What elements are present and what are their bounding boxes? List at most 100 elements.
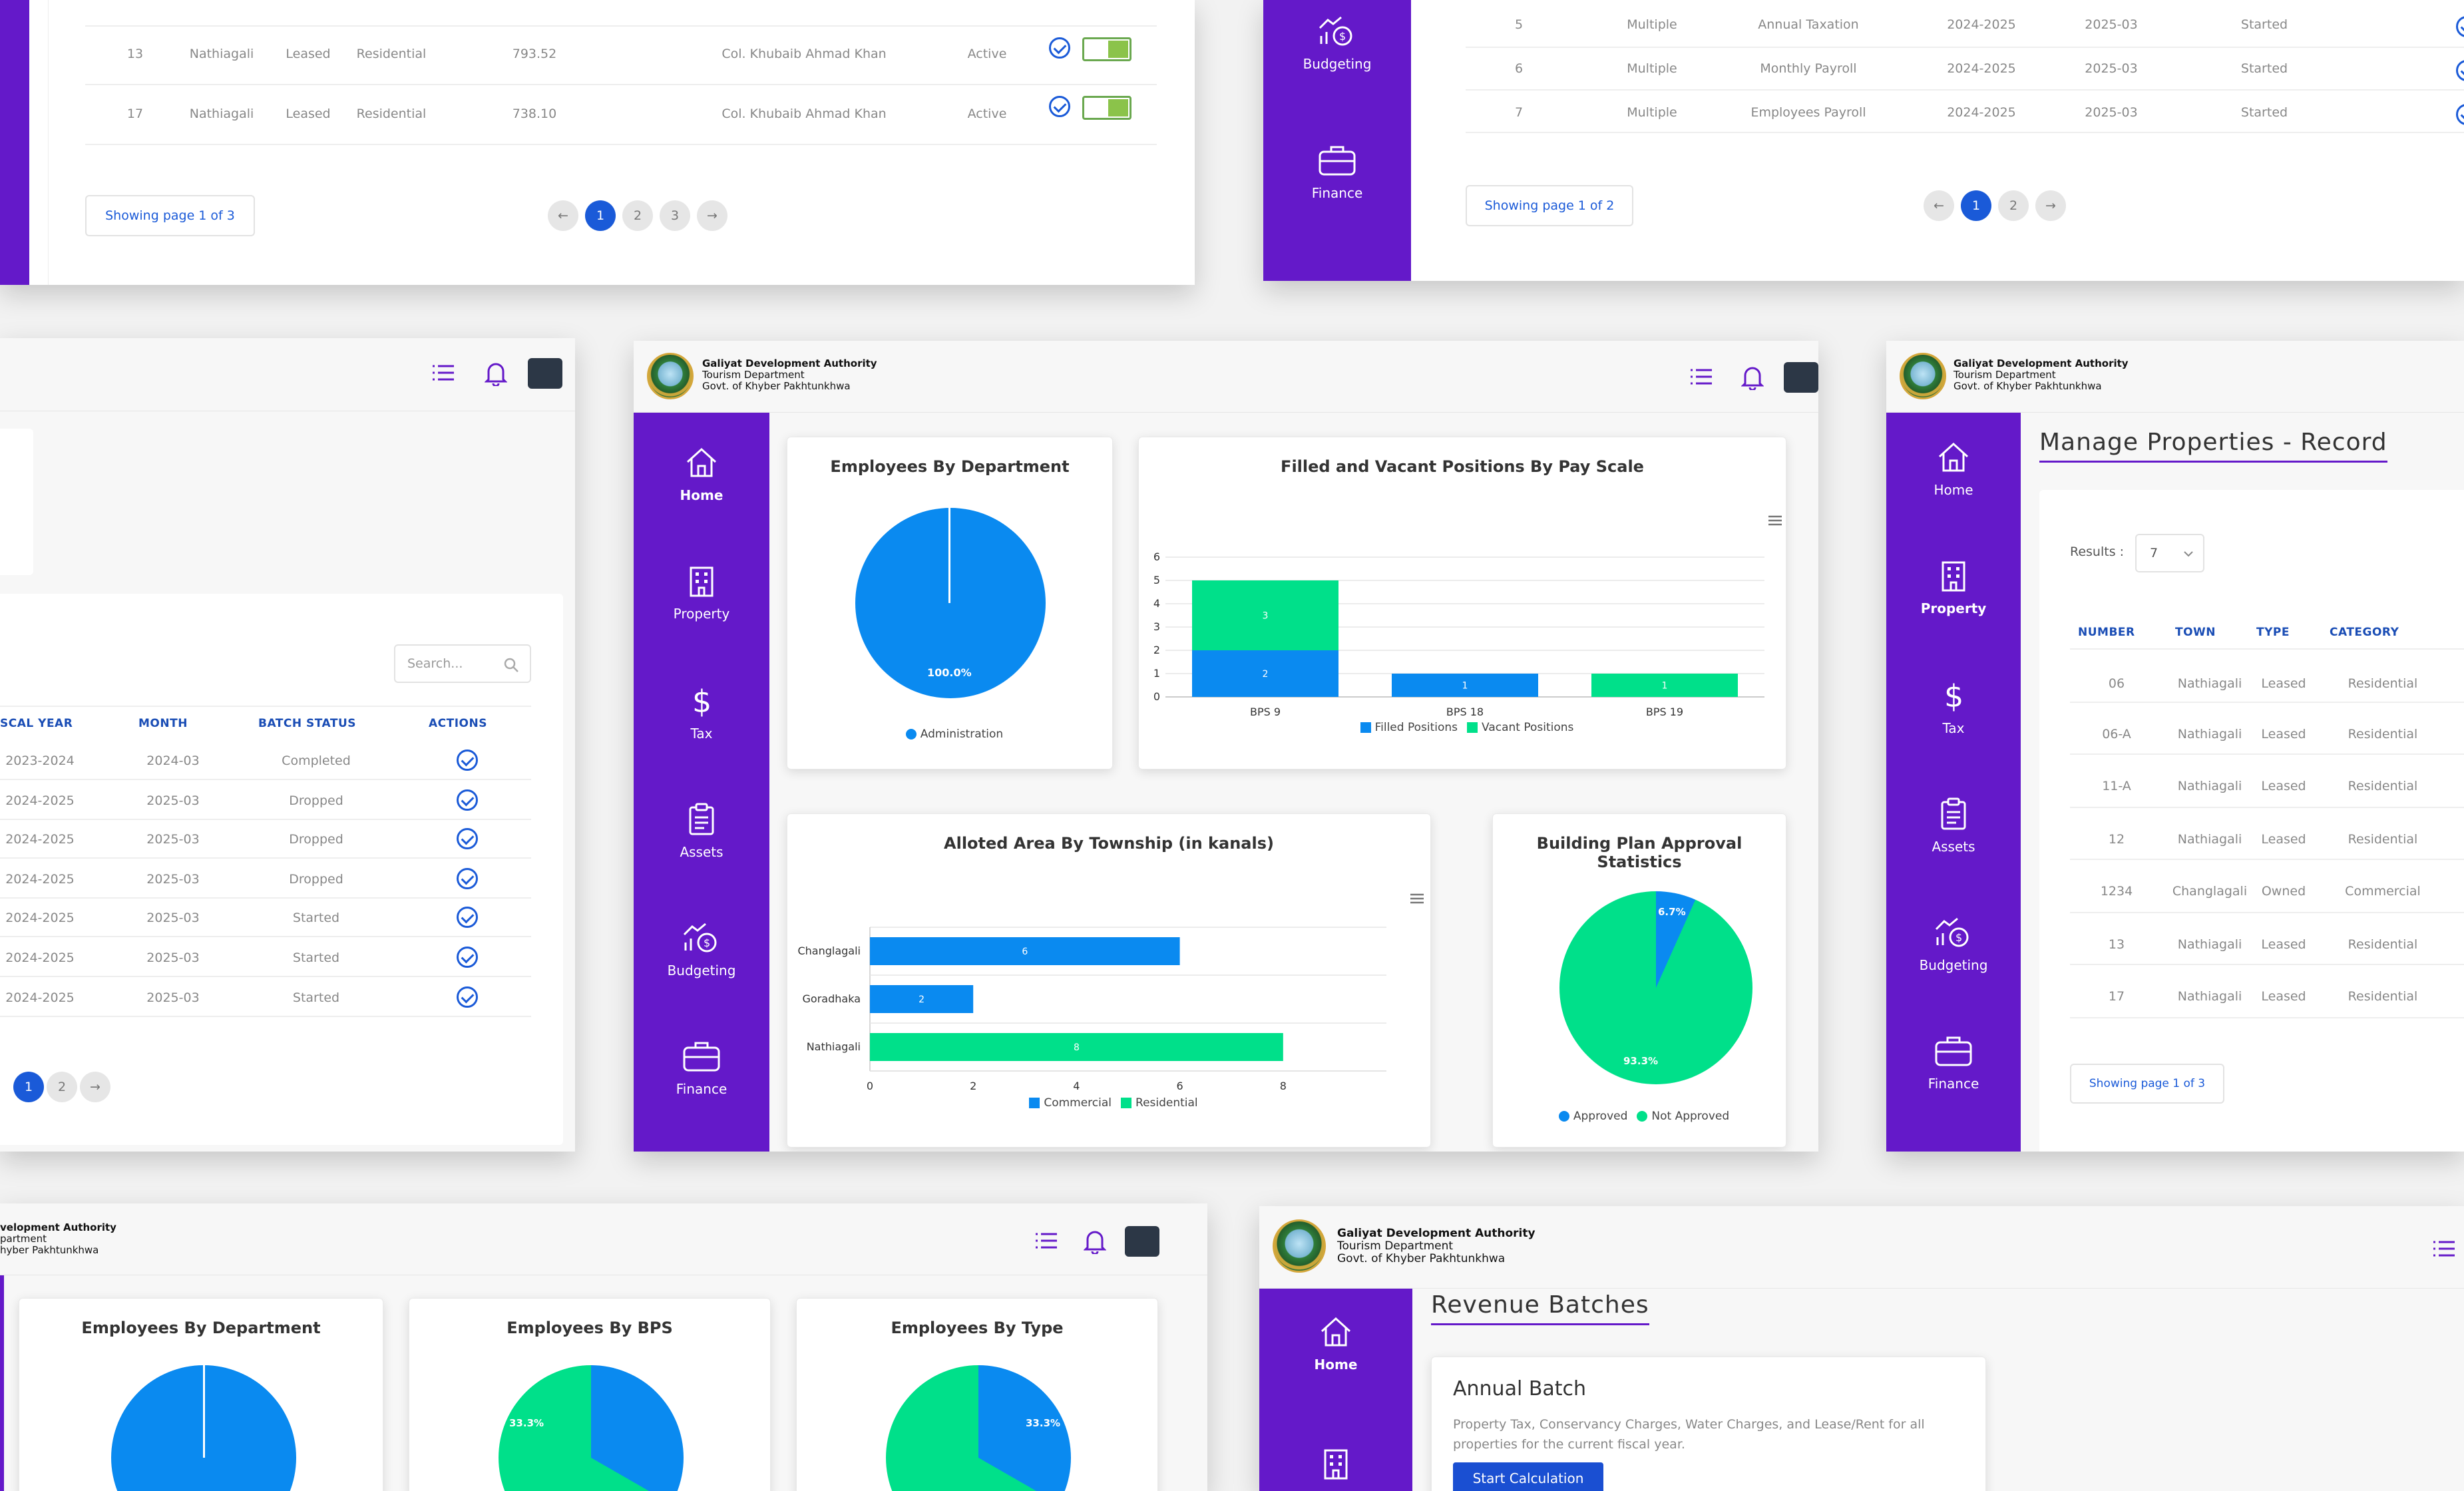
legend-item[interactable]: Residential <box>1135 1096 1198 1110</box>
check-icon[interactable] <box>2456 60 2464 81</box>
avatar[interactable] <box>1784 362 1818 393</box>
bell-icon[interactable] <box>1741 365 1764 390</box>
table-row[interactable]: 5 Multiple Annual Taxation 2024-2025 202… <box>1466 7 2464 48</box>
table-row[interactable]: 06 Nathiagali Leased Residential <box>2070 650 2464 703</box>
check-icon[interactable] <box>1049 37 1070 59</box>
page-title: Manage Properties - Record <box>2039 429 2387 463</box>
list-icon[interactable] <box>2432 1238 2456 1259</box>
legend-item[interactable]: Not Approved <box>1651 1110 1730 1123</box>
col-month[interactable]: MONTH <box>138 717 188 730</box>
nav-tax[interactable]: $ Tax <box>1886 679 2021 736</box>
table-row[interactable]: 06-A Nathiagali Leased Residential <box>2070 703 2464 755</box>
page-button-2[interactable]: 2 <box>622 200 653 231</box>
col-type[interactable]: TYPE <box>2256 626 2290 639</box>
nav-property[interactable] <box>1259 1448 1412 1480</box>
check-icon[interactable] <box>457 907 478 928</box>
menu-icon[interactable] <box>1410 893 1424 905</box>
nav-finance[interactable]: Finance <box>634 1040 769 1097</box>
list-icon[interactable] <box>1034 1230 1058 1251</box>
data-label: 6.7% <box>1658 906 1686 918</box>
nav-home[interactable]: Home <box>1886 441 2021 498</box>
nav-assets[interactable]: Assets <box>1886 797 2021 855</box>
legend-item[interactable]: Approved <box>1573 1110 1628 1123</box>
table-row[interactable]: 2024-2025 2025-03 Dropped <box>0 780 531 820</box>
pie-chart[interactable] <box>1559 891 1752 1084</box>
start-calculation-button[interactable]: Start Calculation <box>1453 1462 1603 1491</box>
page-button-2[interactable]: 2 <box>47 1072 77 1102</box>
check-icon[interactable] <box>457 986 478 1008</box>
table-row[interactable]: 17 Nathiagali Leased Residential 738.10 … <box>85 85 1157 145</box>
list-icon[interactable] <box>1689 366 1713 387</box>
table-row[interactable]: 12 Nathiagali Leased Residential <box>2070 808 2464 860</box>
page-button-1[interactable]: 1 <box>13 1072 44 1102</box>
legend-item[interactable]: Commercial <box>1044 1096 1112 1110</box>
header: Galiyat Development Authority Tourism De… <box>634 341 1818 413</box>
bar-chart: 0 1 2 3 4 5 6 2 3 BPS 9 1 BPS 18 1 BPS 19 <box>1153 550 1764 718</box>
page-button-1[interactable]: 1 <box>1961 190 1991 221</box>
bell-icon[interactable] <box>485 361 507 386</box>
menu-icon[interactable] <box>1768 515 1782 527</box>
nav-home[interactable]: Home <box>634 446 769 503</box>
table-row[interactable]: 13 Nathiagali Leased Residential <box>2070 913 2464 965</box>
check-icon[interactable] <box>457 749 478 771</box>
header <box>0 338 575 411</box>
legend-item[interactable]: Vacant Positions <box>1482 721 1574 734</box>
nav-home[interactable]: Home <box>1259 1315 1412 1373</box>
check-icon[interactable] <box>457 947 478 968</box>
nav-budgeting[interactable]: $ Budgeting <box>634 921 769 978</box>
col-batch-status[interactable]: BATCH STATUS <box>258 717 357 730</box>
col-town[interactable]: TOWN <box>2175 626 2216 639</box>
col-category[interactable]: CATEGORY <box>2330 626 2399 639</box>
next-page-button[interactable]: → <box>80 1072 110 1102</box>
prev-page-button[interactable]: ← <box>1924 190 1954 221</box>
bell-icon[interactable] <box>1084 1229 1106 1254</box>
next-page-button[interactable]: → <box>697 200 727 231</box>
nav-assets[interactable]: Assets <box>634 803 769 860</box>
check-icon[interactable] <box>2456 16 2464 37</box>
avatar[interactable] <box>528 358 562 389</box>
list-icon[interactable] <box>431 362 455 383</box>
nav-property[interactable]: Property <box>1886 560 2021 616</box>
check-icon[interactable] <box>2456 104 2464 125</box>
col-fiscal-year[interactable]: SCAL YEAR <box>0 717 73 730</box>
col-number[interactable]: NUMBER <box>2078 626 2135 639</box>
table-row[interactable]: 1234 Changlagali Owned Commercial <box>2070 860 2464 913</box>
check-icon[interactable] <box>457 868 478 889</box>
legend-item[interactable]: Filled Positions <box>1374 721 1458 734</box>
results-select[interactable]: 7 <box>2135 534 2204 572</box>
prev-page-button[interactable]: ← <box>548 200 578 231</box>
search-input[interactable]: Search... <box>394 644 531 683</box>
table-row[interactable]: 6 Multiple Monthly Payroll 2024-2025 202… <box>1466 48 2464 91</box>
col-actions[interactable]: ACTIONS <box>429 717 487 730</box>
check-icon[interactable] <box>457 828 478 849</box>
table-row[interactable]: 2023-2024 2024-03 Completed <box>0 740 531 780</box>
status-toggle[interactable] <box>1082 96 1131 120</box>
table-row[interactable]: 2024-2025 2025-03 Dropped <box>0 820 531 859</box>
status-toggle[interactable] <box>1082 37 1131 61</box>
table-row[interactable]: 13 Nathiagali Leased Residential 793.52 … <box>85 27 1157 85</box>
page-button-1[interactable]: 1 <box>585 200 616 231</box>
budget-icon: $ <box>1319 16 1352 46</box>
table-row[interactable]: 17 Nathiagali Leased Residential <box>2070 965 2464 1018</box>
legend-item[interactable]: Administration <box>920 728 1004 741</box>
table-row[interactable]: 2024-2025 2025-03 Started <box>0 937 531 977</box>
check-icon[interactable] <box>457 789 478 811</box>
table-row[interactable]: 11-A Nathiagali Leased Residential <box>2070 755 2464 808</box>
table-row[interactable]: 2024-2025 2025-03 Dropped <box>0 859 531 899</box>
data-label: 33.3% <box>1026 1417 1061 1429</box>
nav-finance[interactable]: Finance <box>1886 1034 2021 1092</box>
nav-budgeting[interactable]: $ Budgeting <box>1263 15 1411 72</box>
table-row[interactable]: 7 Multiple Employees Payroll 2024-2025 2… <box>1466 91 2464 133</box>
check-icon[interactable] <box>1049 96 1070 117</box>
table-row[interactable]: 2024-2025 2025-03 Started <box>0 977 531 1017</box>
nav-tax[interactable]: $ Tax <box>634 684 769 742</box>
nav-finance[interactable]: Finance <box>1263 144 1411 201</box>
nav-budgeting[interactable]: $ Budgeting <box>1886 916 2021 973</box>
avatar[interactable] <box>1125 1226 1159 1257</box>
next-page-button[interactable]: → <box>2035 190 2066 221</box>
nav-property[interactable]: Property <box>634 566 769 622</box>
table-row[interactable]: 2024-2025 2025-03 Started <box>0 899 531 937</box>
page-button-2[interactable]: 2 <box>1998 190 2029 221</box>
page-button-3[interactable]: 3 <box>660 200 690 231</box>
pie-chart[interactable] <box>855 508 1046 698</box>
